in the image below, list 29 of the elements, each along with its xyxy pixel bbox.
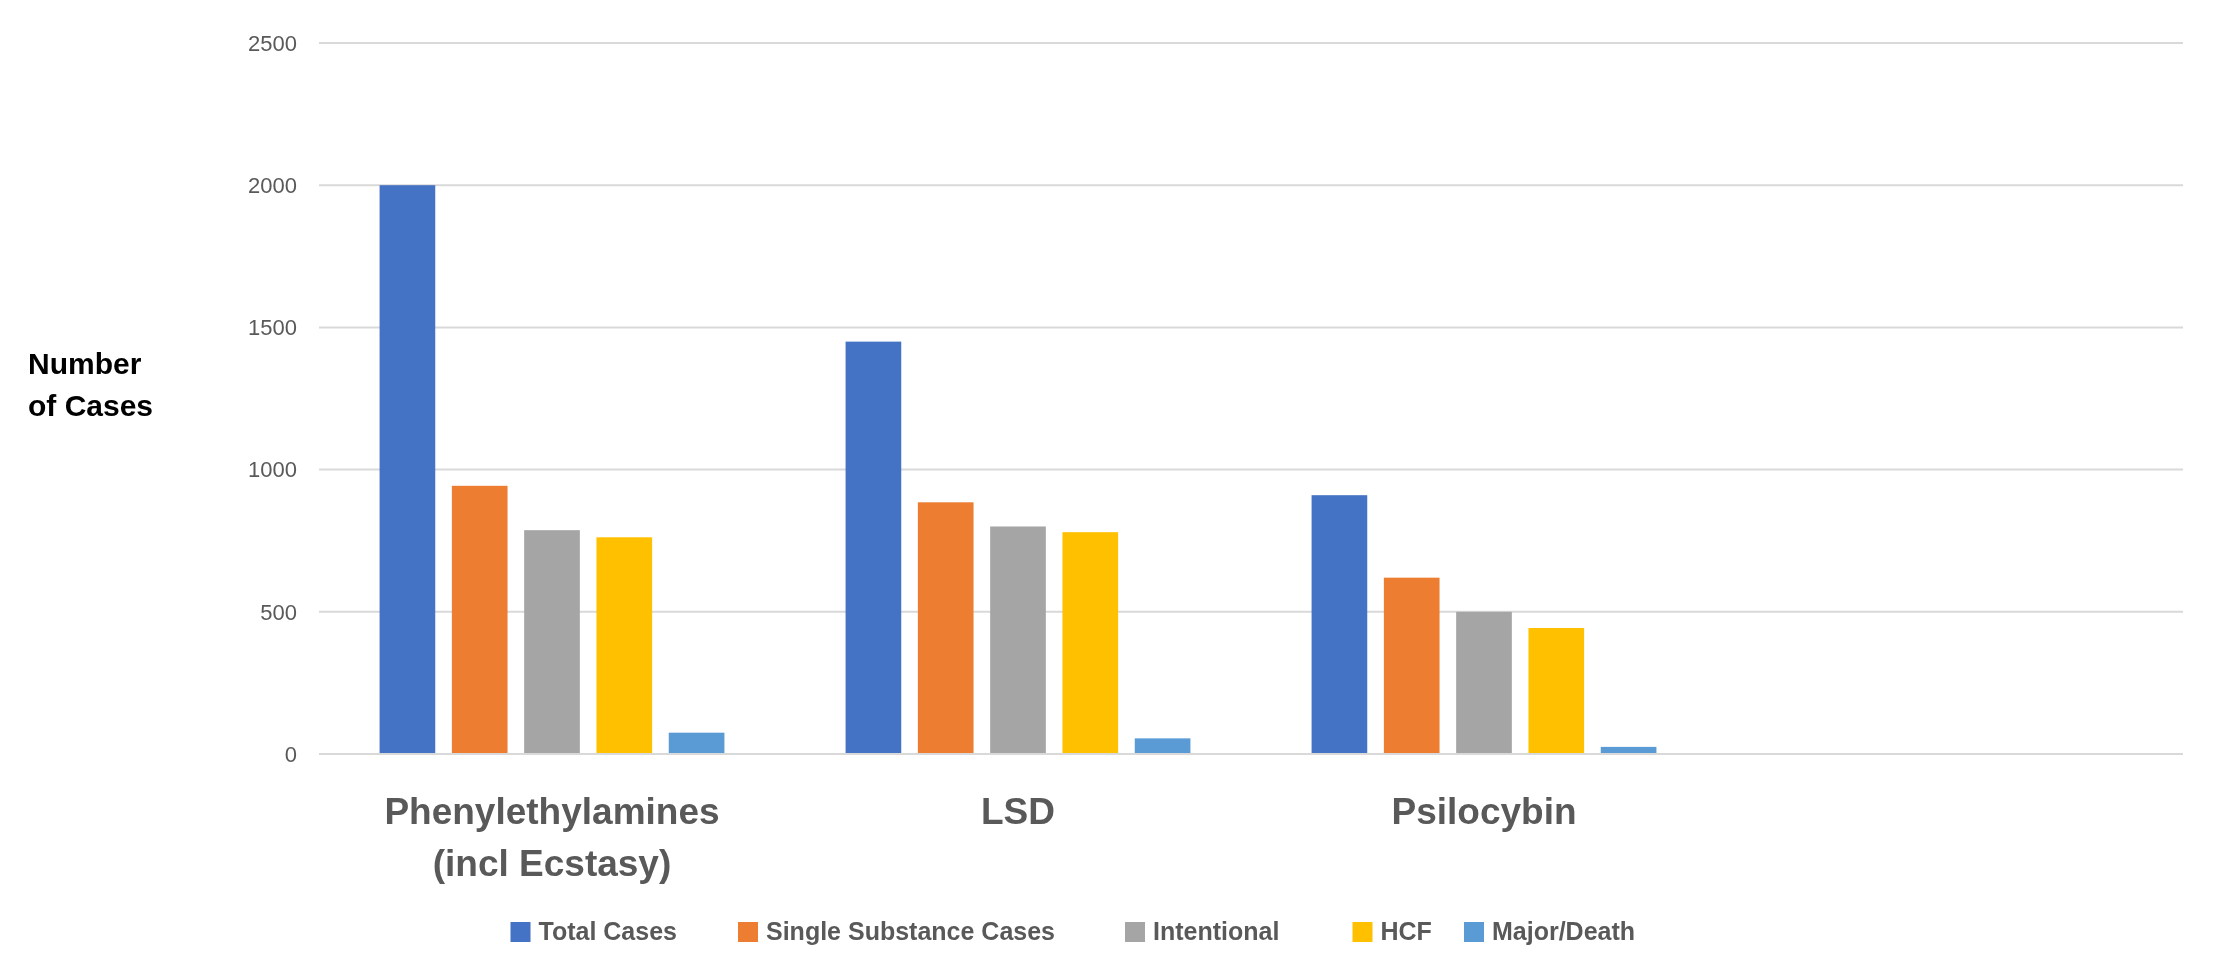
y-tick-label: 2500 [248,30,297,56]
bar [990,526,1046,754]
y-tick-label: 0 [284,741,297,767]
bar [524,530,580,754]
bar [917,502,974,754]
x-tick-label: Phenylethylamines (incl Ecstasy) [384,791,720,884]
bar [1062,532,1119,754]
bar [379,185,436,754]
bar [668,732,725,754]
bar [1134,738,1191,754]
y-tick-label: 1000 [248,457,297,483]
bar [1456,611,1512,754]
bar [845,341,902,754]
y-tick-label: 500 [260,599,297,625]
bar [1311,495,1368,754]
bar [1383,577,1440,754]
y-tick-label: 1500 [248,315,297,341]
bar [451,485,508,754]
bar [1528,628,1585,754]
legend-label: HCF [1380,917,1432,945]
x-tick-label: Psilocybin [1391,791,1577,832]
legend-label: Single Substance Cases [766,917,1056,945]
legend-label: Intentional [1153,917,1280,945]
legend-label: Total Cases [538,917,677,945]
x-tick-label: LSD [981,791,1055,832]
legend-label: Major/Death [1492,917,1636,945]
y-tick-label: 2000 [248,172,297,198]
y-axis-title: Number of Cases [28,346,154,422]
bar [596,537,653,754]
